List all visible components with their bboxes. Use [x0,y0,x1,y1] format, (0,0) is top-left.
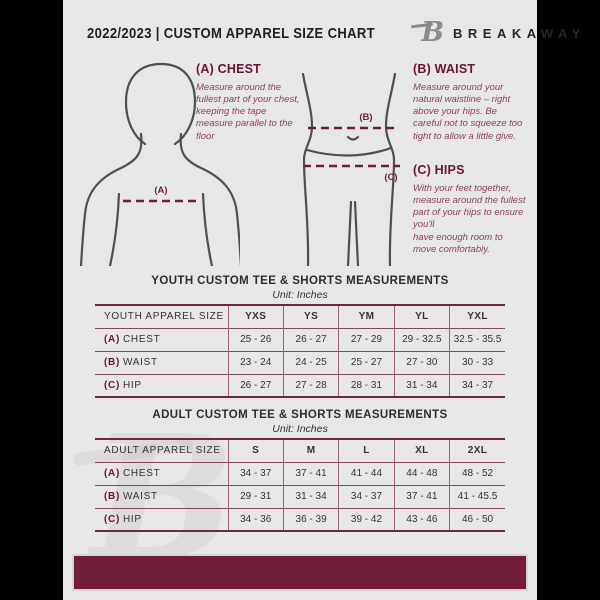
cell: 26 - 27 [227,373,284,397]
row-prefix: (A) [104,334,120,345]
adult-section-unit: Unit: Inches [272,423,328,435]
adult-hip-row: (C) HIP 34 - 36 36 - 39 39 - 42 43 - 46 4… [95,507,505,531]
waist-guide-heading: (B) WAIST [413,62,476,76]
cell: 25 - 26 [227,327,284,351]
waist-line-label: (B) [359,112,372,123]
hips-guide: (C) HIPS With your feet together, measur… [413,163,527,256]
adult-size-s: S [227,439,284,462]
youth-size-ym: YM [338,305,395,328]
chest-line-label: (A) [154,185,167,196]
row-prefix: (B) [104,357,120,368]
youth-section-title: YOUTH CUSTOM TEE & SHORTS MEASUREMENTS [151,275,449,287]
hips-line-label: (C) [384,172,397,183]
adult-size-2xl: 2XL [449,439,505,462]
cell: 23 - 24 [227,350,284,374]
waist-guide: (B) WAIST Measure around your natural wa… [413,62,525,143]
cell: 37 - 41 [282,461,339,485]
chest-guide: (A) CHEST Measure around the fullest par… [196,62,304,143]
youth-size-ys: YS [282,305,339,328]
waist-guide-text: Measure around your natural waistline – … [413,82,523,142]
cell: 41 - 44 [338,461,395,485]
cell: 28 - 31 [338,373,395,397]
row-prefix: (C) [104,513,120,525]
cell: 26 - 27 [282,327,339,351]
cell: 36 - 39 [282,507,339,531]
row-prefix: (C) [104,379,120,391]
cell: 34 - 37 [338,484,395,508]
adult-header-row: ADULT APPAREL SIZE S M L XL 2XL [95,439,505,462]
cell: 27 - 29 [338,327,395,351]
chest-guide-heading: (A) CHEST [196,62,261,76]
cell: 29 - 32.5 [393,327,450,351]
adult-size-m: M [282,439,339,462]
adult-section-title: ADULT CUSTOM TEE & SHORTS MEASUREMENTS [152,409,448,421]
cell: 48 - 52 [449,461,505,485]
page-title: 2022/2023 | CUSTOM APPAREL SIZE CHART [87,24,375,42]
page-header: 2022/2023 | CUSTOM APPAREL SIZE CHART B … [87,14,580,52]
cell: 30 - 33 [449,350,505,374]
size-chart-page: 2022/2023 | CUSTOM APPAREL SIZE CHART B … [63,0,580,600]
adult-size-l: L [338,439,395,462]
cell: 43 - 46 [393,507,450,531]
cell: 29 - 31 [227,484,284,508]
adult-waist-row: (B) WAIST 29 - 31 31 - 34 34 - 37 37 - 41… [95,484,505,508]
cell: 24 - 25 [282,350,339,374]
youth-size-yxl: YXL [449,305,505,328]
lower-body-diagram: (B) (C) [301,72,400,266]
cell: 31 - 34 [393,373,450,397]
brand-name: BREAKAWAY [453,25,586,41]
youth-hip-row: (C) HIP 26 - 27 27 - 28 28 - 31 31 - 34 3… [95,373,505,397]
hips-guide-heading: (C) HIPS [413,163,465,177]
row-label: WAIST [122,357,158,368]
youth-chest-row: (A) CHEST 25 - 26 26 - 27 27 - 29 29 - 32… [95,327,505,351]
youth-section-unit: Unit: Inches [272,289,328,301]
breakaway-b-logo-icon: B [410,17,444,49]
cell: 39 - 42 [338,507,395,531]
row-label: HIP [122,513,142,525]
hips-guide-text: With your feet together, measure around … [413,183,526,255]
row-prefix: (A) [104,468,120,479]
row-label: CHEST [122,468,161,479]
youth-header-label: YOUTH APPAREL SIZE [104,311,224,323]
cell: 34 - 37 [227,461,284,485]
youth-size-yl: YL [393,305,450,328]
cell: 46 - 50 [449,507,505,531]
youth-size-table: YOUTH APPAREL SIZE YXS YS YM YL YXL (A) C… [95,304,505,398]
row-label: WAIST [122,491,158,502]
cell: 44 - 48 [393,461,450,485]
cell: 27 - 28 [282,373,339,397]
chest-guide-text: Measure around the fullest part of your … [196,82,300,142]
cell: 27 - 30 [393,350,450,374]
adult-size-table: ADULT APPAREL SIZE S M L XL 2XL (A) CHEST… [95,438,505,532]
youth-size-yxs: YXS [227,305,284,328]
row-label: HIP [122,379,142,391]
adult-size-xl: XL [393,439,450,462]
cell: 34 - 36 [227,507,284,531]
cell: 25 - 27 [338,350,395,374]
cell: 37 - 41 [393,484,450,508]
adult-header-label: ADULT APPAREL SIZE [104,445,221,457]
youth-header-row: YOUTH APPAREL SIZE YXS YS YM YL YXL [95,305,505,328]
cell: 32.5 - 35.5 [449,327,505,351]
cell: 41 - 45.5 [449,484,505,508]
footer-bar [72,554,528,591]
cell: 34 - 37 [449,373,505,397]
adult-chest-row: (A) CHEST 34 - 37 37 - 41 41 - 44 44 - 48… [95,461,505,485]
youth-waist-row: (B) WAIST 23 - 24 24 - 25 25 - 27 27 - 30… [95,350,505,374]
brand-lockup: B BREAKAWAY [410,17,586,49]
row-prefix: (B) [104,491,120,502]
row-label: CHEST [122,334,161,345]
cell: 31 - 34 [282,484,339,508]
